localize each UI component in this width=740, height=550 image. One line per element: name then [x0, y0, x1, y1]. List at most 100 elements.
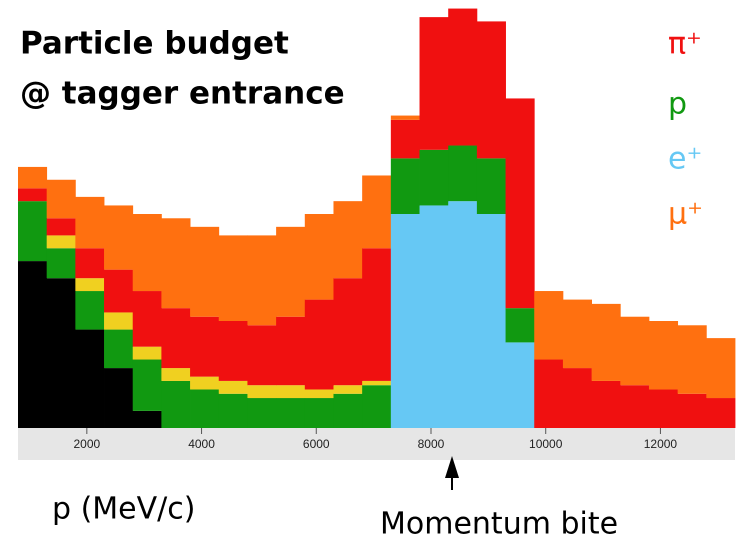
bar-segment: [620, 385, 650, 428]
bar-segment: [190, 226, 220, 317]
bar-segment: [247, 385, 277, 399]
x-axis-label: p (MeV/c): [52, 492, 195, 527]
bar-segment: [562, 299, 592, 369]
bar-segment: [276, 398, 306, 428]
bar-segment: [46, 218, 76, 236]
legend-entry: p: [668, 87, 687, 122]
bar-segment: [304, 214, 334, 300]
bar-segment: [333, 385, 363, 394]
bar-segment: [591, 380, 621, 428]
bar-segment: [190, 316, 220, 377]
bar-segment: [362, 175, 392, 249]
bar-segment: [706, 338, 736, 399]
bar-segment: [104, 205, 134, 270]
legend-entry: e⁺: [668, 142, 702, 177]
x-tick-label: 2000: [73, 437, 100, 451]
bar-segment: [46, 179, 76, 219]
bar-segment: [648, 321, 679, 390]
bar-segment: [362, 385, 392, 428]
bar-segment: [104, 329, 134, 369]
bar-segment: [18, 188, 48, 202]
bar-segment: [218, 321, 248, 381]
x-tick-label: 4000: [188, 437, 215, 451]
bar-segment: [706, 398, 736, 428]
bar-segment: [247, 398, 277, 428]
bar-segment: [276, 385, 306, 399]
bar-segment: [390, 115, 420, 120]
title-line: Particle budget: [20, 26, 289, 62]
bar-segment: [476, 21, 506, 159]
bar-segment: [591, 303, 621, 381]
bar-segment: [46, 248, 76, 279]
bar-segment: [276, 316, 306, 386]
bar-segment: [476, 158, 506, 214]
bar-segment: [534, 359, 564, 428]
legend-entry: π⁺: [668, 27, 702, 62]
bar-segment: [190, 376, 220, 390]
bar-segment: [505, 98, 535, 309]
bar-segment: [132, 359, 162, 411]
bar-segment: [448, 201, 478, 428]
bar-segment: [505, 342, 535, 428]
bar-segment: [362, 380, 392, 386]
bar-segment: [161, 218, 191, 309]
bar-segment: [75, 196, 105, 249]
title-line: @ tagger entrance: [20, 76, 345, 112]
bar-segment: [390, 119, 420, 159]
bar-segment: [390, 158, 420, 214]
bar-segment: [18, 166, 48, 189]
bar-segment: [75, 248, 105, 279]
bar-segment: [419, 149, 449, 206]
bar-segment: [448, 8, 478, 146]
bar-segment: [75, 291, 105, 330]
bar-segment: [247, 325, 277, 386]
bar-segment: [562, 368, 592, 428]
bar-segment: [18, 261, 48, 428]
bar-segment: [75, 329, 105, 428]
annotation: Momentum bite: [380, 507, 618, 542]
bar-segment: [505, 308, 535, 343]
axis-band: [18, 428, 735, 460]
bar-segment: [161, 380, 191, 428]
bar-segment: [677, 393, 707, 428]
bar-segment: [132, 291, 162, 347]
bar-segment: [190, 389, 220, 428]
bar-segment: [46, 278, 76, 428]
x-tick-label: 6000: [303, 437, 330, 451]
bar-segment: [276, 226, 306, 317]
bar-segment: [419, 205, 449, 428]
bar-segment: [161, 368, 191, 381]
bar-segment: [476, 214, 506, 428]
bar-segment: [304, 398, 334, 428]
bar-segment: [648, 389, 679, 428]
bar-segment: [75, 278, 105, 292]
bar-segment: [333, 278, 363, 386]
bar-segment: [218, 380, 248, 394]
bar-segment: [419, 17, 449, 150]
bar-segment: [104, 269, 134, 313]
bar-segment: [333, 201, 363, 279]
legend-entry: μ⁺: [668, 197, 703, 232]
bar-segment: [534, 291, 564, 360]
bar-segment: [304, 389, 334, 399]
bar-segment: [448, 145, 478, 202]
x-tick-label: 8000: [418, 437, 445, 451]
bar-segment: [677, 325, 707, 394]
bar-segment: [304, 299, 334, 390]
bar-segment: [132, 410, 162, 428]
x-tick-label: 12000: [644, 437, 678, 451]
bar-segment: [218, 393, 248, 428]
bar-segment: [161, 308, 191, 369]
bar-segment: [18, 201, 48, 262]
annotation-arrow: [445, 456, 459, 478]
bar-segment: [390, 214, 420, 428]
bar-segment: [218, 235, 248, 321]
x-tick-label: 10000: [529, 437, 563, 451]
bar-segment: [247, 235, 277, 326]
bar-segment: [104, 368, 134, 428]
bar-segment: [46, 235, 76, 249]
bar-segment: [104, 312, 134, 330]
bar-segment: [132, 214, 162, 292]
bar-segment: [132, 346, 162, 360]
